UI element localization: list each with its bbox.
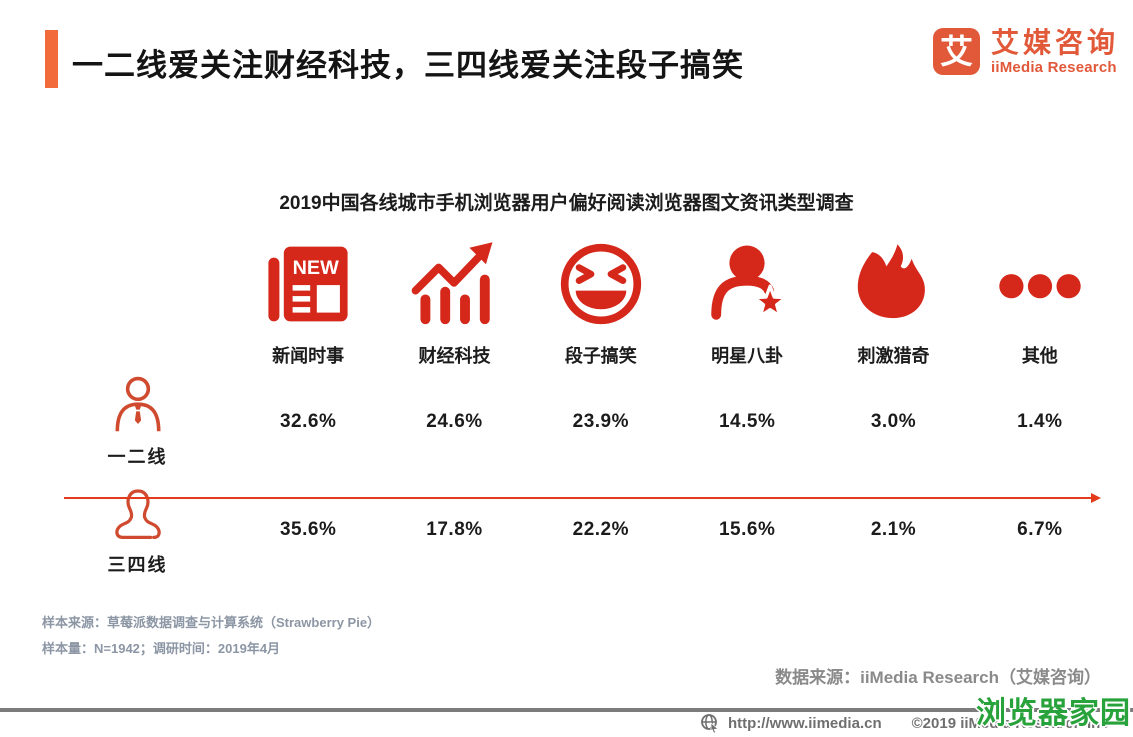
tier12-value: 32.6% (279, 411, 337, 432)
trend-up-icon (412, 242, 493, 325)
iimedia-logo-text: 艾媒咨询 iiMedia Research (990, 27, 1119, 76)
data-source-note: 数据来源：iiMedia Research（艾媒咨询） (775, 668, 1101, 687)
iimedia-logo-icon: 艾 (932, 28, 980, 76)
chart-title: 2019中国各线城市手机浏览器用户偏好阅读浏览器图文资讯类型调查 (279, 193, 854, 214)
category-icon-cell: NEW (235, 233, 381, 335)
sample-size-note: 样本量：N=1942；调研时间：2019年4月 (42, 641, 281, 656)
category-icon-cell (381, 233, 527, 335)
category-icon-cell (820, 233, 966, 335)
tier12-legend: 一二线 (108, 375, 168, 469)
celebrity-star-icon (711, 245, 788, 320)
footer-copyright: ©2019 iiMedia Research Inc (911, 714, 1109, 732)
tier12-value: 14.5% (718, 411, 776, 432)
tier34-value: 17.8% (426, 519, 483, 540)
ellipsis-icon (999, 274, 1081, 299)
watermark: 浏览器家园 (976, 697, 1131, 730)
tier34-label: 三四线 (107, 555, 168, 575)
laughing-face-icon (560, 243, 641, 325)
newspaper-icon: NEW (268, 246, 348, 322)
tier12-header-cell: 一二线 (40, 375, 235, 469)
survey-matrix: NEW (40, 233, 1113, 577)
tier12-value: 23.9% (572, 411, 629, 432)
tier12-value: 24.6% (426, 411, 483, 432)
logo-name-en: iiMedia Research (990, 58, 1117, 76)
sample-notes: 样本来源：草莓派数据调查与计算系统（Strawberry Pie） 样本量：N=… (42, 610, 380, 662)
businessperson-icon (115, 376, 160, 432)
footer: http://www.iimedia.cn ©2019 iiMedia Rese… (700, 713, 1109, 733)
row-divider-gap (40, 469, 1113, 483)
tier34-legend: 三四线 (108, 483, 168, 577)
category-icon-cell (528, 233, 674, 335)
category-label: 刺激猎奇 (857, 346, 930, 366)
category-icon-cell (967, 233, 1113, 335)
category-label: 明星八卦 (711, 346, 784, 366)
category-label: 段子搞笑 (564, 346, 637, 366)
svg-text:NEW: NEW (293, 257, 340, 279)
flame-icon (858, 244, 926, 319)
sample-source-note: 样本来源：草莓派数据调查与计算系统（Strawberry Pie） (42, 615, 381, 630)
tier12-value: 3.0% (870, 411, 917, 432)
person-outline-icon (114, 489, 161, 540)
footer-divider (0, 708, 1133, 712)
divider-arrow (64, 493, 1101, 503)
category-icon-cell (674, 233, 820, 335)
matrix-corner-empty (40, 233, 235, 335)
tier34-value: 35.6% (279, 519, 337, 540)
tier34-value: 6.7% (1017, 519, 1063, 540)
tier34-value: 22.2% (572, 519, 629, 540)
tier34-header-cell: 三四线 (40, 483, 235, 577)
category-label: 新闻时事 (272, 346, 345, 366)
category-label: 其他 (1021, 346, 1058, 366)
logo-name-cn: 艾媒咨询 (990, 27, 1119, 58)
title-accent-bar (45, 30, 58, 88)
tier12-label: 一二线 (107, 447, 168, 467)
footer-url[interactable]: http://www.iimedia.cn (728, 714, 882, 732)
tier34-value: 15.6% (718, 519, 776, 540)
category-label: 财经科技 (418, 346, 491, 366)
tier12-value: 1.4% (1017, 411, 1063, 432)
globe-cursor-icon (701, 714, 719, 733)
matrix-corner-empty (40, 335, 235, 375)
page-title: 一二线爱关注财经科技，三四线爱关注段子搞笑 (72, 48, 744, 83)
tier34-value: 2.1% (870, 519, 917, 540)
iimedia-logo: 艾 艾媒咨询 iiMedia Research (932, 27, 1119, 76)
